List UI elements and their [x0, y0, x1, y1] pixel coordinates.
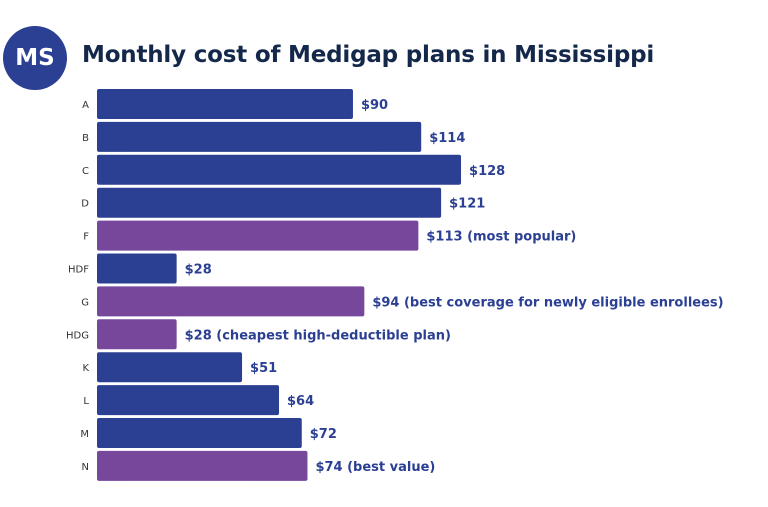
bar-g [97, 286, 365, 317]
category-label: A [82, 100, 89, 111]
bar-b [97, 121, 422, 152]
data-label: $128 [469, 164, 505, 179]
bar-d [97, 187, 442, 218]
category-label: C [82, 166, 89, 177]
category-label: N [82, 462, 89, 473]
data-label: $64 [287, 394, 314, 409]
bar-f [97, 220, 419, 251]
data-label: $51 [250, 361, 277, 376]
bar-k [97, 352, 243, 383]
category-label: M [80, 429, 89, 440]
category-label: L [83, 396, 89, 407]
state-badge: MS [3, 26, 67, 90]
category-label: D [81, 199, 89, 210]
category-label: G [81, 297, 89, 308]
category-label: F [83, 232, 89, 243]
bar-c [97, 154, 462, 185]
chart-title: Monthly cost of Medigap plans in Mississ… [82, 42, 655, 68]
bar-l [97, 385, 280, 416]
data-label: $28 [185, 263, 212, 278]
data-label: $72 [310, 427, 337, 442]
category-label: HDG [66, 330, 89, 341]
bar-n [97, 450, 308, 481]
category-label: HDF [68, 265, 89, 276]
data-label: $28 (cheapest high-deductible plan) [185, 328, 451, 343]
data-label: $94 (best coverage for newly eligible en… [372, 295, 723, 310]
data-label: $121 [449, 197, 485, 212]
data-label: $114 [429, 131, 465, 146]
data-label: $90 [361, 98, 388, 113]
data-label: $113 (most popular) [426, 230, 576, 245]
bar-a [97, 89, 353, 119]
bar-hdf [97, 253, 177, 284]
category-label: K [82, 363, 89, 374]
bar-hdg [97, 319, 177, 350]
category-label: B [82, 133, 89, 144]
data-label: $74 (best value) [315, 460, 435, 475]
bar-m [97, 418, 302, 448]
